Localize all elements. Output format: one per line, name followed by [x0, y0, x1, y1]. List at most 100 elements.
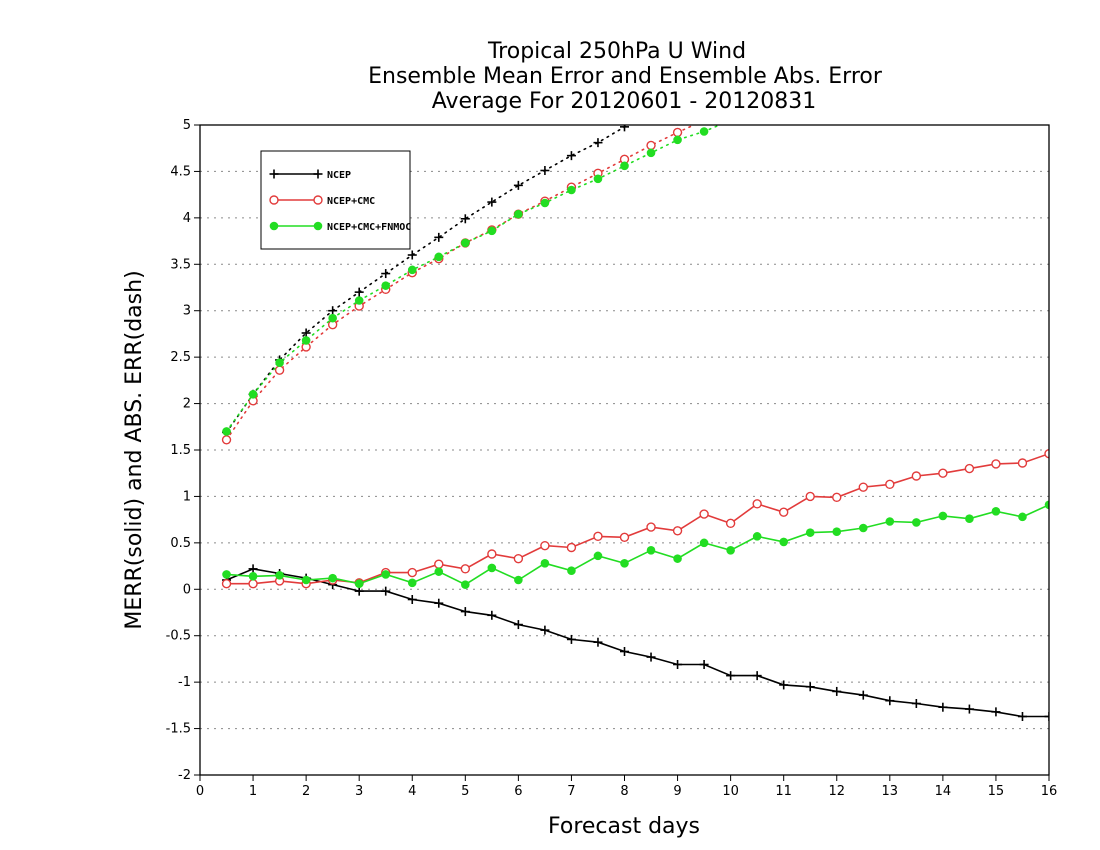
- data-point-plus: [513, 180, 523, 190]
- data-point-filled-circle: [461, 238, 470, 248]
- data-point-open-circle: [938, 468, 948, 478]
- x-tick-label: 12: [828, 784, 845, 799]
- data-point-open-circle: [832, 492, 842, 503]
- legend-label: NCEP+CMC: [327, 196, 375, 207]
- data-point-filled-circle: [222, 570, 231, 579]
- data-point-filled-circle: [313, 221, 323, 231]
- y-axis: -2 -1.5 -1 -0.5 0 0.5 1 1.5 2 2.5 3 3.5 4 4.5 5: [166, 118, 200, 783]
- data-point-open-circle: [885, 479, 895, 490]
- data-point-open-circle: [911, 471, 922, 481]
- data-point-filled-circle: [248, 571, 258, 581]
- x-tick-label: 4: [408, 784, 416, 799]
- data-point-open-circle: [593, 531, 603, 542]
- mean-error-line: [226, 504, 1049, 586]
- data-point-plus: [407, 250, 417, 260]
- data-point-plus: [354, 586, 364, 596]
- mean-error-line: [226, 452, 1049, 585]
- data-point-plus: [805, 682, 815, 692]
- data-point-open-circle: [221, 435, 232, 445]
- data-point-open-circle: [778, 507, 789, 517]
- y-tick-label: 3: [183, 304, 191, 319]
- data-point-filled-circle: [885, 517, 895, 526]
- x-tick-label: 16: [1041, 784, 1058, 799]
- data-point-filled-circle: [540, 198, 550, 208]
- data-point-filled-circle: [275, 571, 284, 580]
- data-point-filled-circle: [301, 575, 311, 585]
- data-point-open-circle: [460, 564, 471, 574]
- data-point-open-circle: [858, 482, 868, 492]
- data-point-plus: [858, 690, 868, 700]
- data-point-filled-circle: [779, 537, 788, 547]
- data-point-plus: [1044, 712, 1049, 721]
- data-point-open-circle: [221, 579, 232, 589]
- series-mean-error: [222, 564, 1049, 721]
- data-point-open-circle: [566, 542, 577, 553]
- data-point-open-circle: [672, 526, 683, 536]
- x-tick-label: 14: [935, 784, 952, 799]
- data-point-plus: [487, 197, 497, 207]
- data-point-filled-circle: [699, 538, 709, 548]
- data-point-plus: [381, 586, 391, 596]
- chart-title-line-2: Ensemble Mean Error and Ensemble Abs. Er…: [368, 64, 883, 89]
- x-axis-label: Forecast days: [548, 814, 700, 839]
- data-point-open-circle: [313, 195, 323, 205]
- data-point-filled-circle: [381, 281, 391, 290]
- x-tick-label: 9: [673, 784, 681, 799]
- data-point-filled-circle: [407, 578, 417, 588]
- data-point-filled-circle: [699, 127, 709, 136]
- x-tick-label: 7: [567, 784, 575, 799]
- data-point-filled-circle: [620, 558, 629, 568]
- data-point-filled-circle: [938, 511, 948, 521]
- data-point-plus: [540, 166, 550, 175]
- data-point-open-circle: [703, 125, 705, 126]
- y-tick-label: 1.5: [170, 443, 191, 458]
- data-point-filled-circle: [1018, 512, 1027, 522]
- data-point-plus: [407, 595, 417, 604]
- data-point-open-circle: [752, 499, 762, 509]
- data-point-filled-circle: [567, 566, 576, 576]
- data-point-plus: [354, 287, 364, 297]
- data-point-open-circle: [672, 127, 683, 138]
- data-point-open-circle: [991, 459, 1001, 469]
- data-point-filled-circle: [646, 545, 656, 555]
- data-point-plus: [885, 696, 895, 706]
- data-point-plus: [487, 610, 497, 620]
- data-point-filled-circle: [328, 573, 337, 583]
- data-point-filled-circle: [461, 580, 470, 589]
- data-point-plus: [699, 660, 709, 669]
- y-tick-label: -1: [178, 675, 191, 690]
- data-point-filled-circle: [1044, 500, 1049, 510]
- data-point-plus: [620, 125, 629, 132]
- data-point-plus: [434, 232, 444, 242]
- legend: NCEP NCEP+CMC NCEP+CMC+FNMOC: [260, 150, 411, 250]
- y-tick-label: -1.5: [166, 722, 191, 737]
- data-point-open-circle: [699, 509, 709, 519]
- data-point-open-circle: [619, 532, 630, 542]
- legend-entry: NCEP+CMC+FNMOC: [269, 221, 411, 233]
- mean-error-line: [226, 568, 1049, 718]
- data-point-filled-circle: [514, 575, 523, 585]
- data-point-plus: [248, 564, 258, 574]
- data-point-filled-circle: [269, 221, 279, 231]
- data-point-plus: [566, 634, 576, 644]
- y-tick-label: 2.5: [170, 350, 191, 365]
- x-tick-label: 6: [514, 784, 522, 799]
- data-point-filled-circle: [381, 570, 391, 579]
- data-point-open-circle: [407, 567, 417, 578]
- data-point-filled-circle: [673, 135, 682, 145]
- data-point-open-circle: [540, 540, 550, 551]
- y-tick-label: 0: [183, 582, 191, 597]
- y-tick-label: 0.5: [170, 536, 191, 551]
- data-point-filled-circle: [354, 296, 364, 305]
- data-point-filled-circle: [805, 528, 815, 537]
- chart-title-line-3: Average For 20120601 - 20120831: [432, 89, 817, 114]
- chart-title-line-1: Tropical 250hPa U Wind: [487, 39, 746, 64]
- data-point-filled-circle: [567, 185, 576, 195]
- data-point-filled-circle: [434, 567, 444, 576]
- data-point-open-circle: [248, 579, 258, 589]
- data-point-plus: [513, 620, 523, 630]
- data-point-filled-circle: [487, 226, 497, 236]
- data-point-plus: [269, 169, 279, 179]
- gridlines: [200, 170, 1049, 730]
- plot-area: [221, 125, 1049, 721]
